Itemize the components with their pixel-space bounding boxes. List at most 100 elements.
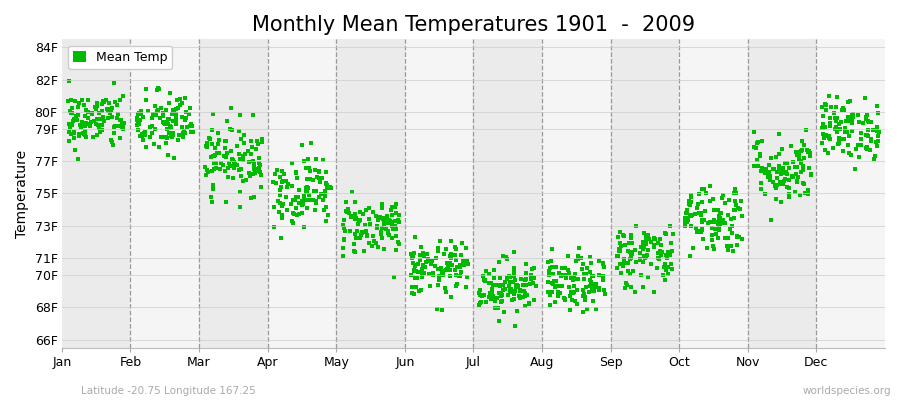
Point <box>502 274 517 280</box>
Point <box>482 279 497 286</box>
Point <box>496 253 510 260</box>
Point <box>286 220 301 226</box>
Point <box>583 254 598 260</box>
Point <box>553 290 567 296</box>
Point <box>523 280 537 287</box>
Point <box>485 286 500 292</box>
Point <box>236 152 250 159</box>
Point <box>285 182 300 189</box>
Point <box>384 219 399 226</box>
Point <box>711 235 725 242</box>
Point <box>221 174 236 180</box>
Point <box>230 143 244 149</box>
Point <box>521 300 535 306</box>
Point <box>112 123 126 129</box>
Point <box>440 260 454 266</box>
Point <box>391 239 405 246</box>
Point <box>408 290 422 297</box>
Point <box>428 263 442 269</box>
Point <box>657 261 671 268</box>
Point <box>148 126 162 132</box>
Point <box>694 212 708 218</box>
Point <box>81 109 95 116</box>
Point <box>856 120 870 126</box>
Point <box>351 221 365 227</box>
Point <box>337 225 351 231</box>
Point <box>684 194 698 200</box>
Point <box>488 305 502 311</box>
Point <box>434 264 448 271</box>
Point <box>713 221 727 227</box>
Point <box>302 165 316 171</box>
Point <box>230 162 244 168</box>
Point <box>734 198 748 204</box>
Point <box>385 212 400 218</box>
Point <box>592 287 607 294</box>
Point <box>89 106 104 112</box>
Point <box>728 197 742 204</box>
Point <box>154 105 168 111</box>
Point <box>815 122 830 129</box>
Point <box>691 228 706 234</box>
Point <box>144 130 158 136</box>
Point <box>420 250 435 257</box>
Point <box>248 194 262 200</box>
Point <box>610 252 625 259</box>
Point <box>842 133 856 140</box>
Point <box>555 265 570 271</box>
Point <box>637 255 652 262</box>
Point <box>868 153 882 159</box>
Point <box>348 230 363 237</box>
Point <box>769 184 783 191</box>
Point <box>570 301 584 307</box>
Point <box>801 191 815 198</box>
Point <box>370 224 384 231</box>
Point <box>861 132 876 139</box>
Point <box>348 211 363 217</box>
Point <box>580 265 594 271</box>
Point <box>145 115 159 122</box>
Point <box>78 131 93 138</box>
Point <box>576 308 590 315</box>
Point <box>831 140 845 147</box>
Point <box>509 282 524 288</box>
Point <box>577 275 591 282</box>
Point <box>443 260 457 266</box>
Point <box>561 253 575 259</box>
Point <box>296 201 310 207</box>
Point <box>551 289 565 295</box>
Point <box>147 141 161 147</box>
Point <box>435 306 449 313</box>
Point <box>179 108 194 115</box>
Point <box>726 190 741 196</box>
Point <box>579 294 593 300</box>
Point <box>842 118 856 124</box>
Point <box>696 236 710 242</box>
Point <box>794 148 808 154</box>
Point <box>376 216 391 222</box>
Point <box>750 140 764 146</box>
Point <box>178 95 193 101</box>
Point <box>299 185 313 192</box>
Point <box>850 112 865 118</box>
Point <box>202 135 216 141</box>
Point <box>782 177 796 184</box>
Point <box>486 282 500 288</box>
Point <box>724 243 738 249</box>
Point <box>610 265 625 272</box>
Point <box>782 164 796 171</box>
Point <box>406 253 420 259</box>
Point <box>824 104 839 110</box>
Point <box>799 147 814 154</box>
Point <box>252 160 266 166</box>
Point <box>626 240 640 246</box>
Point <box>638 241 652 248</box>
Point <box>241 148 256 154</box>
Point <box>320 212 335 218</box>
Point <box>792 192 806 198</box>
Point <box>131 121 146 127</box>
Point <box>162 99 176 106</box>
Point <box>581 289 596 295</box>
Point <box>585 284 599 290</box>
Point <box>730 234 744 240</box>
